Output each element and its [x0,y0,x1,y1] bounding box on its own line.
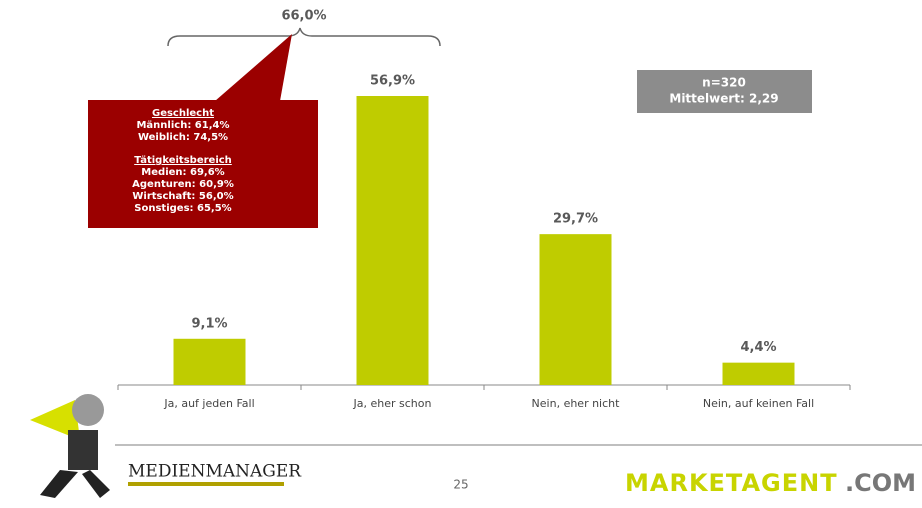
value-label: 9,1% [191,316,227,331]
callout-heading: Tätigkeitsbereich [134,155,232,166]
callout-line: Weiblich: 74,5% [138,132,228,143]
bracket-label: 66,0% [281,9,326,24]
page-number: 25 [453,478,468,492]
value-label: 4,4% [740,340,776,355]
logo-underline [128,482,284,486]
bar [174,339,246,385]
callout-pointer [215,34,292,101]
category-label: Nein, auf keinen Fall [703,397,814,410]
value-label: 56,9% [370,74,415,89]
logo-marketagent: MARKETAGENT [625,469,838,497]
stats-line: n=320 [702,76,746,90]
category-label: Nein, eher nicht [532,397,621,410]
callout-line: Wirtschaft: 56,0% [132,191,233,202]
bracket [168,28,440,46]
value-label: 29,7% [553,212,598,227]
logo-marketagent-suffix: .COM [845,469,916,497]
mascot [30,394,110,498]
callout-line: Sonstiges: 65,5% [134,203,231,214]
bar [540,234,612,385]
category-label: Ja, auf jeden Fall [163,397,254,410]
bar [357,96,429,385]
category-label: Ja, eher schon [353,397,432,410]
slide: 66,0% MEDIENMANAGER 25 MARKETAGENT .COM … [0,0,922,508]
callout-line: Agenturen: 60,9% [132,179,234,190]
callout-line: Männlich: 61,4% [136,120,229,131]
callout-line: Medien: 69,6% [141,167,224,178]
callout-heading: Geschlecht [152,108,214,119]
logo-medienmanager: MEDIENMANAGER [128,462,302,482]
stats-line: Mittelwert: 2,29 [669,92,778,106]
bar [723,363,795,385]
